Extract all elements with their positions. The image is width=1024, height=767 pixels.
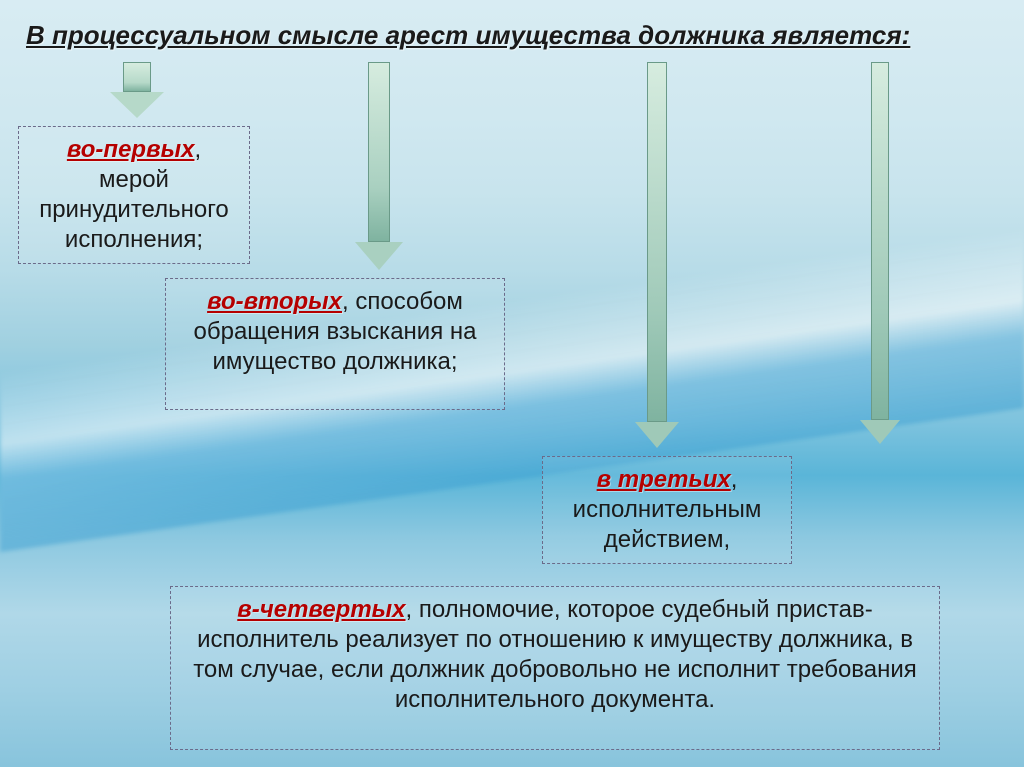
point-box-2: во-вторых, способом обращения взыскания … <box>165 278 505 410</box>
arrow-4 <box>860 62 900 444</box>
point-box-1: во-первых, мерой принудительного исполне… <box>18 126 250 264</box>
point-lead-4: в-четвертых <box>237 596 405 623</box>
arrow-1 <box>110 62 164 118</box>
point-lead-1: во-первых <box>67 136 195 163</box>
arrow-2 <box>355 62 403 270</box>
point-box-4: в-четвертых, полномочие, которое судебны… <box>170 586 940 750</box>
point-lead-2: во-вторых <box>207 288 342 315</box>
slide-title: В процессуальном смысле арест имущества … <box>26 20 910 51</box>
arrow-3 <box>635 62 679 448</box>
point-box-3: в третьих, исполнительным действием, <box>542 456 792 564</box>
point-lead-3: в третьих <box>597 466 731 493</box>
